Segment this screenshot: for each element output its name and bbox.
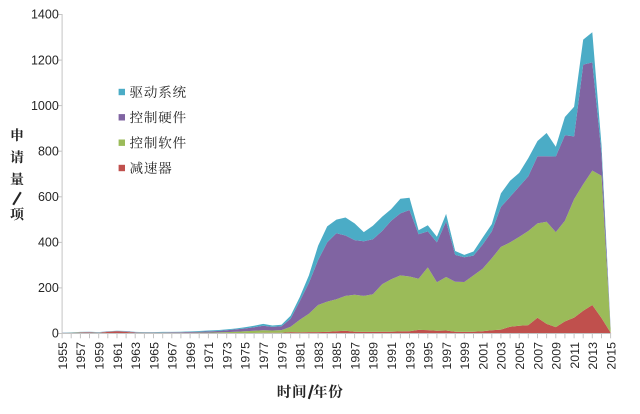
svg-text:1973: 1973: [221, 342, 235, 370]
svg-text:1981: 1981: [294, 342, 308, 370]
svg-text:2001: 2001: [476, 342, 490, 370]
svg-text:200: 200: [38, 281, 59, 295]
svg-text:2003: 2003: [495, 342, 509, 370]
svg-text:1967: 1967: [166, 342, 180, 370]
svg-text:2005: 2005: [513, 342, 527, 370]
svg-text:2007: 2007: [531, 342, 545, 370]
svg-text:1957: 1957: [74, 342, 88, 370]
svg-text:1965: 1965: [147, 342, 161, 370]
svg-text:1999: 1999: [458, 342, 472, 370]
svg-text:1989: 1989: [367, 342, 381, 370]
svg-text:1995: 1995: [422, 342, 436, 370]
svg-text:1975: 1975: [239, 342, 253, 370]
svg-text:2011: 2011: [568, 342, 582, 369]
svg-text:1969: 1969: [184, 342, 198, 370]
svg-text:1983: 1983: [312, 342, 326, 370]
svg-text:1985: 1985: [330, 342, 344, 370]
svg-text:1959: 1959: [93, 342, 107, 370]
svg-text:1000: 1000: [31, 99, 59, 113]
svg-text:1963: 1963: [129, 342, 143, 370]
svg-text:1955: 1955: [56, 342, 70, 370]
svg-text:1961: 1961: [111, 342, 125, 370]
svg-text:2013: 2013: [586, 342, 600, 370]
svg-text:1400: 1400: [31, 8, 59, 22]
svg-text:1977: 1977: [257, 342, 271, 370]
svg-text:1993: 1993: [403, 342, 417, 370]
svg-text:1991: 1991: [385, 342, 399, 370]
svg-text:0: 0: [52, 327, 59, 341]
svg-text:1987: 1987: [348, 342, 362, 370]
svg-text:1979: 1979: [275, 342, 289, 370]
svg-text:600: 600: [38, 190, 59, 204]
svg-text:1997: 1997: [440, 342, 454, 370]
svg-text:2009: 2009: [550, 342, 564, 370]
svg-text:2015: 2015: [604, 342, 618, 370]
svg-text:800: 800: [38, 144, 59, 158]
svg-text:400: 400: [38, 236, 59, 250]
svg-text:1971: 1971: [202, 342, 216, 370]
svg-text:1200: 1200: [31, 53, 59, 67]
